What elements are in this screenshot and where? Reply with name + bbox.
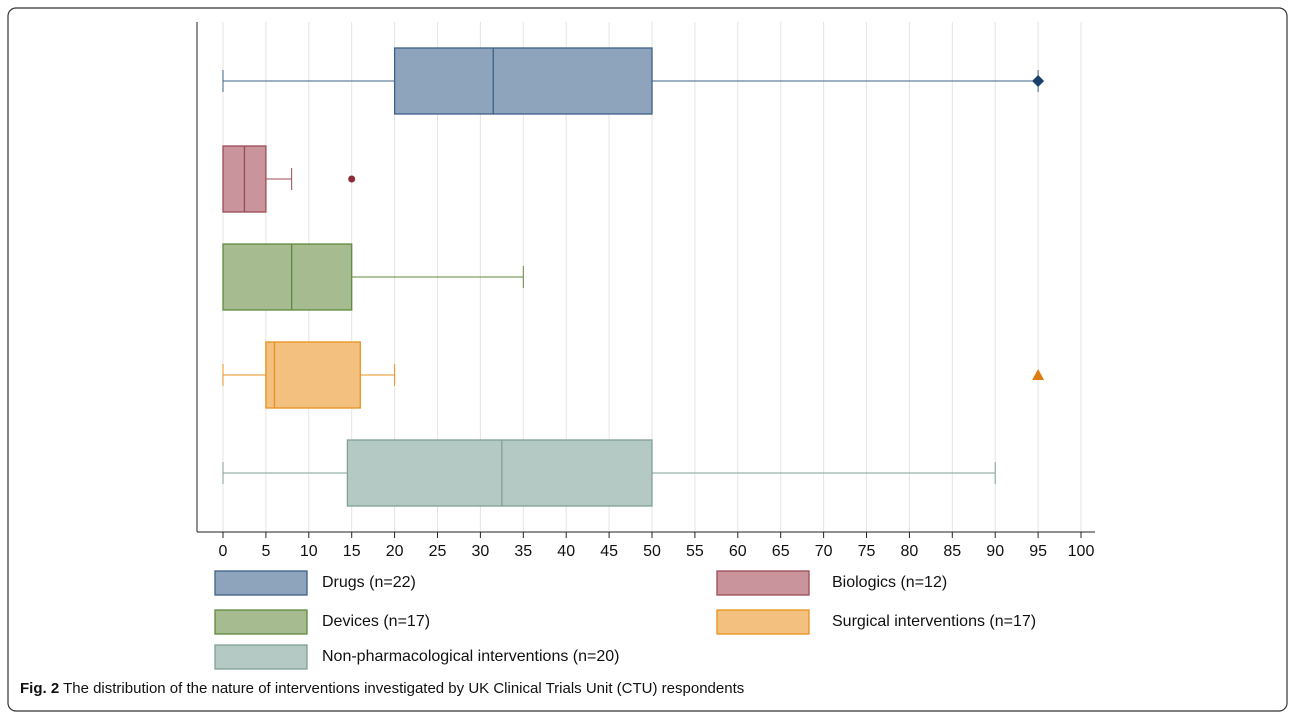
- x-tick-label: 35: [514, 543, 532, 560]
- caption-label: Fig. 2: [20, 680, 59, 697]
- x-tick-label: 60: [729, 543, 747, 560]
- legend-label: Devices (n=17): [322, 613, 430, 630]
- box: [222, 243, 353, 311]
- x-tick-label: 85: [943, 543, 961, 560]
- legend-label: Biologics (n=12): [832, 574, 947, 591]
- x-tick-label: 20: [386, 543, 404, 560]
- figure-frame: [7, 7, 1288, 712]
- x-tick-label: 90: [986, 543, 1004, 560]
- caption: Fig. 2 The distribution of the nature of…: [20, 680, 744, 697]
- x-tick-label: 80: [901, 543, 919, 560]
- box: [346, 439, 653, 507]
- x-tick-label: 95: [1029, 543, 1047, 560]
- caption-text: The distribution of the nature of interv…: [63, 680, 744, 697]
- outlier: [348, 175, 356, 183]
- x-tick-label: 50: [643, 543, 661, 560]
- x-tick-label: 100: [1068, 543, 1095, 560]
- x-tick-label: 5: [261, 543, 270, 560]
- x-tick-label: 70: [815, 543, 833, 560]
- x-tick-label: 40: [557, 543, 575, 560]
- x-tick-label: 25: [429, 543, 447, 560]
- x-tick-label: 30: [472, 543, 490, 560]
- legend-swatch: [214, 644, 308, 670]
- box: [393, 47, 653, 115]
- x-tick-label: 65: [772, 543, 790, 560]
- legend-label: Surgical interventions (n=17): [832, 613, 1036, 630]
- legend-swatch: [716, 570, 810, 596]
- x-tick-label: 10: [300, 543, 318, 560]
- x-tick-label: 15: [343, 543, 361, 560]
- legend-label: Drugs (n=22): [322, 574, 416, 591]
- x-tick-label: 45: [600, 543, 618, 560]
- x-tick-label: 75: [858, 543, 876, 560]
- legend-swatch: [214, 609, 308, 635]
- outlier: [1032, 75, 1045, 87]
- outlier: [1032, 369, 1045, 380]
- legend-swatch: [716, 609, 810, 635]
- x-tick-label: 0: [219, 543, 228, 560]
- box: [265, 341, 361, 409]
- legend-swatch: [214, 570, 308, 596]
- x-tick-label: 55: [686, 543, 704, 560]
- legend-label: Non-pharmacological interventions (n=20): [322, 648, 620, 665]
